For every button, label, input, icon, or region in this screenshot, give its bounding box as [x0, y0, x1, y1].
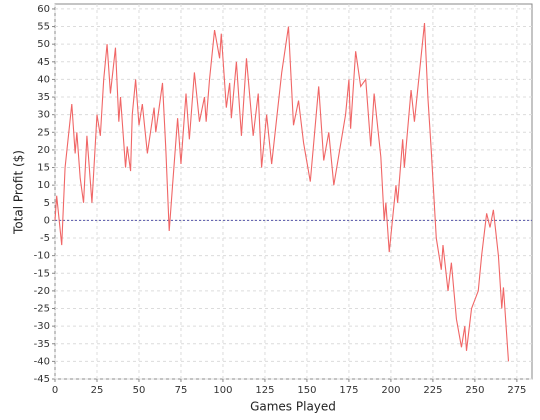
x-tick-label: 200	[381, 385, 400, 396]
y-tick-label: -25	[34, 304, 50, 315]
y-tick-label: 40	[37, 74, 50, 85]
y-tick-label: 60	[37, 4, 50, 15]
y-tick-label: -40	[34, 356, 50, 367]
x-tick-label: 50	[133, 385, 146, 396]
y-tick-label: -15	[34, 268, 50, 279]
y-tick-label: 15	[37, 163, 50, 174]
y-tick-label: -35	[34, 339, 50, 350]
x-tick-label: 75	[175, 385, 188, 396]
y-tick-label: -45	[34, 374, 50, 385]
data-line	[54, 22, 510, 362]
y-tick-label: 30	[37, 110, 50, 121]
x-tick-label: 150	[297, 385, 316, 396]
x-tick-label: 0	[52, 385, 58, 396]
y-axis-title: Total Profit ($)	[12, 150, 26, 235]
y-tick-label: 5	[44, 198, 50, 209]
y-tick-label: -5	[40, 233, 50, 244]
y-tick-label: 10	[37, 180, 50, 191]
y-tick-label: -30	[34, 321, 50, 332]
y-tick-label: 0	[44, 215, 50, 226]
y-tick-label: 20	[37, 145, 50, 156]
y-tick-label: 45	[37, 57, 50, 68]
y-tick-label: 25	[37, 127, 50, 138]
x-tick-label: 175	[339, 385, 358, 396]
x-tick-label: 275	[507, 385, 526, 396]
y-tick-label: 55	[37, 22, 50, 33]
y-tick-label: -10	[34, 251, 50, 262]
y-tick-label: 35	[37, 92, 50, 103]
y-tick-label: -20	[34, 286, 50, 297]
x-tick-label: 225	[423, 385, 442, 396]
x-tick-label: 100	[213, 385, 232, 396]
x-axis-title: Games Played	[250, 400, 336, 414]
x-tick-label: 25	[91, 385, 104, 396]
x-tick-label: 125	[255, 385, 274, 396]
y-tick-label: 50	[37, 39, 50, 50]
plot-area	[54, 3, 533, 380]
x-tick-label: 250	[465, 385, 484, 396]
